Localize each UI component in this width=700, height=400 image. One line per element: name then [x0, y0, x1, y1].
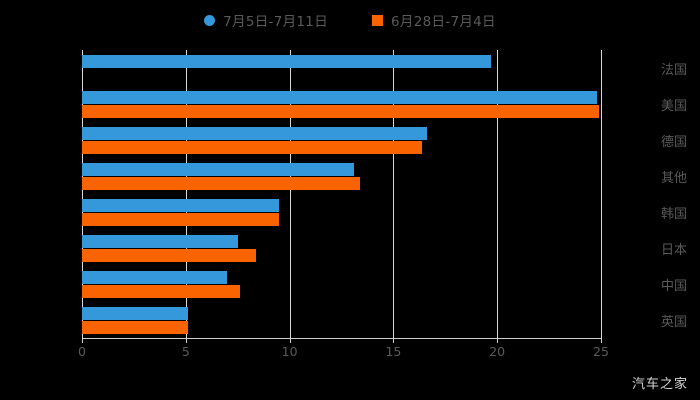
gridline	[82, 50, 83, 338]
legend-label-blue: 7月5日-7月11日	[223, 14, 328, 30]
bar[interactable]	[82, 198, 280, 212]
y-axis-category-label: 中国	[660, 279, 687, 294]
plot-area	[82, 50, 602, 338]
y-axis-category-label: 韩国	[660, 207, 687, 222]
bar[interactable]	[82, 90, 597, 104]
y-axis-category-label: 德国	[660, 135, 687, 150]
bar-group	[82, 158, 601, 194]
x-tick-label: 5	[181, 344, 190, 359]
bar-group	[82, 194, 601, 230]
y-axis-category-label: 英国	[660, 315, 687, 330]
bar[interactable]	[82, 176, 361, 190]
x-tick-mark	[393, 338, 395, 343]
x-tick-label: 25	[593, 344, 609, 359]
legend-swatch-circle-icon	[204, 14, 216, 26]
bar[interactable]	[82, 234, 238, 248]
bar-group	[82, 50, 601, 86]
bar-group	[82, 302, 601, 338]
legend-item-blue[interactable]: 7月5日-7月11日	[204, 10, 328, 30]
y-axis-category-label: 日本	[660, 243, 687, 258]
bar[interactable]	[82, 248, 257, 262]
gridline	[185, 50, 187, 338]
bar-group	[82, 230, 601, 266]
bar[interactable]	[82, 320, 188, 334]
y-axis-category-label: 美国	[660, 99, 687, 114]
bar[interactable]	[82, 306, 188, 320]
gridline	[393, 50, 395, 338]
x-tick-label: 20	[489, 344, 506, 359]
chart-legend: 7月5日-7月11日 6月28日-7月4日	[0, 10, 700, 30]
bar[interactable]	[82, 270, 228, 284]
legend-item-orange[interactable]: 6月28日-7月4日	[372, 10, 496, 30]
x-tick-mark	[601, 338, 602, 343]
x-axis-line	[82, 338, 602, 339]
bar[interactable]	[82, 162, 354, 176]
x-tick-mark	[185, 338, 187, 343]
x-tick-mark	[82, 338, 83, 343]
bar[interactable]	[82, 54, 491, 68]
y-axis-category-label: 法国	[660, 63, 687, 78]
bar[interactable]	[82, 126, 427, 140]
y-axis-category-label: 其他	[660, 171, 687, 186]
x-tick-label: 10	[281, 344, 298, 359]
bar-group	[82, 86, 601, 122]
bar[interactable]	[82, 284, 240, 298]
bar[interactable]	[82, 140, 423, 154]
x-tick-mark	[289, 338, 291, 343]
bar-group	[82, 122, 601, 158]
gridline	[601, 50, 602, 338]
x-tick-label: 0	[78, 344, 86, 359]
bar-group	[82, 266, 601, 302]
bar[interactable]	[82, 104, 599, 118]
watermark: 汽车之家	[631, 377, 688, 392]
x-tick-mark	[497, 338, 499, 343]
gridline	[289, 50, 291, 338]
bar[interactable]	[82, 212, 280, 226]
gridline	[497, 50, 499, 338]
legend-label-orange: 6月28日-7月4日	[391, 14, 496, 30]
x-tick-label: 15	[385, 344, 402, 359]
legend-swatch-square-icon	[372, 14, 383, 26]
